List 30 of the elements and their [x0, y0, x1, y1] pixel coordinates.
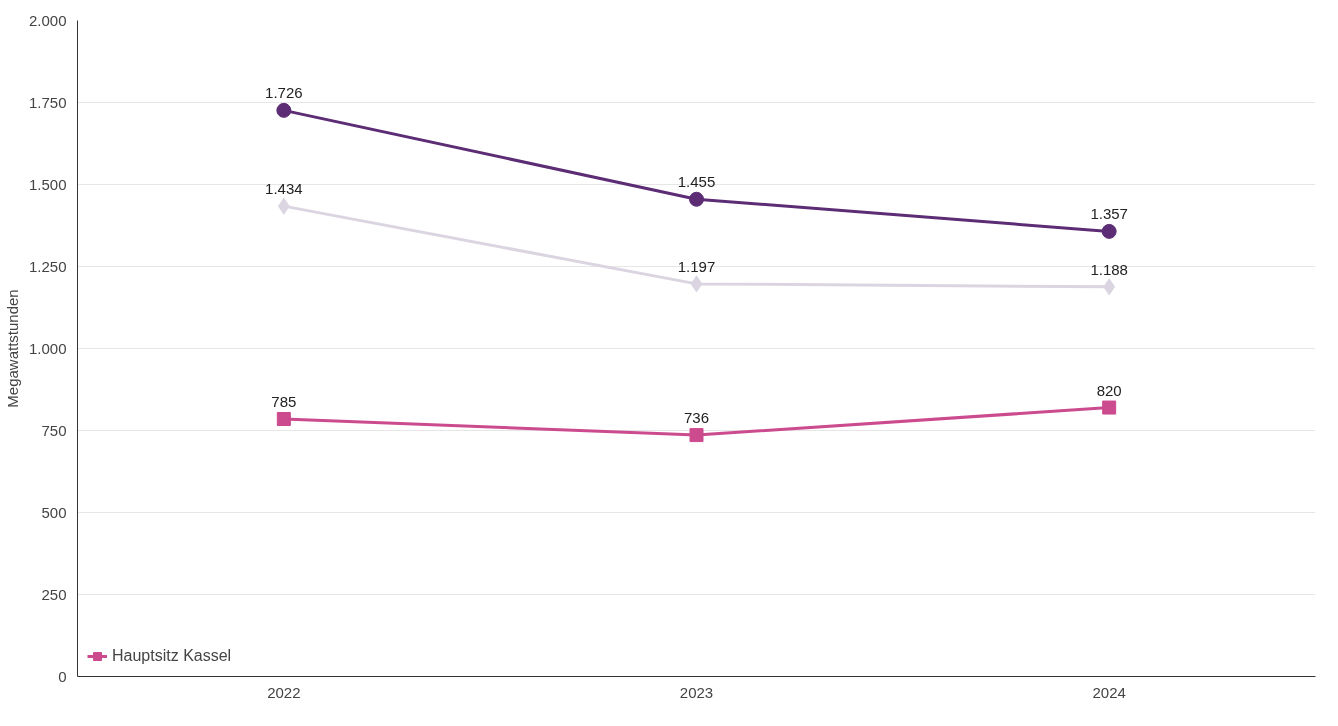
y-tick-label: 1.250 — [28, 257, 67, 275]
y-tick-label: 1.500 — [28, 175, 67, 193]
y-tick-label: 0 — [58, 667, 67, 685]
point — [276, 102, 292, 118]
data-label: 1.455 — [677, 173, 716, 191]
point — [276, 412, 291, 427]
data-label: 1.357 — [1090, 205, 1128, 223]
y-tick-label: 1.750 — [28, 93, 67, 111]
point — [1102, 400, 1117, 415]
x-tick-label: 2022 — [267, 683, 301, 701]
y-axis-title: Megawattstunden — [3, 289, 21, 408]
data-label: 785 — [271, 393, 297, 411]
data-label: 1.726 — [265, 84, 303, 102]
data-label: 820 — [1096, 381, 1122, 399]
point — [689, 428, 704, 443]
data-label: 1.434 — [265, 180, 303, 198]
y-tick-label: 2.000 — [28, 11, 67, 29]
point — [1101, 223, 1117, 239]
data-label: 1.197 — [677, 257, 716, 275]
x-tick-label: 2023 — [679, 683, 714, 701]
data-label: 1.188 — [1090, 260, 1128, 278]
y-tick-label: 250 — [41, 585, 67, 603]
data-label: 736 — [683, 409, 710, 427]
y-tick-label: 1.000 — [28, 339, 67, 357]
y-tick-label: 750 — [41, 421, 67, 439]
point — [689, 191, 704, 207]
legend-label: Hauptsitz Kassel — [112, 647, 232, 665]
point — [690, 275, 703, 293]
y-tick-label: 500 — [41, 503, 67, 521]
x-tick-label: 2024 — [1092, 683, 1126, 701]
